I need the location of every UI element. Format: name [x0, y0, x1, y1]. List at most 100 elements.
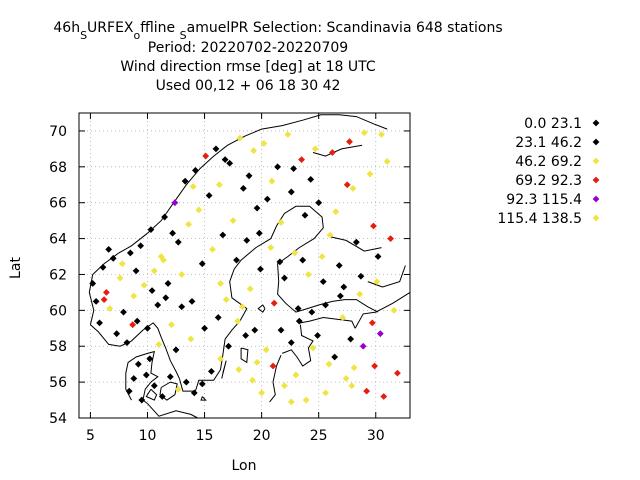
station-point: [347, 335, 355, 343]
y-axis-ticks: 54 56 58 60 62 64 66 68 70: [49, 124, 410, 427]
coastline: [367, 265, 406, 288]
station-point: [168, 321, 175, 329]
coastline: [200, 396, 207, 401]
coastline: [272, 355, 282, 383]
station-point: [229, 217, 237, 225]
coastline: [240, 347, 249, 364]
station-point: [360, 129, 368, 137]
plot-frame: [78, 112, 411, 419]
station-point: [342, 375, 350, 382]
station-point: [155, 341, 163, 348]
title-line-period: Period: 20220702-20220709: [148, 40, 348, 56]
chart-title: 46hSURFEXoffline SamuelPR Selection: Sca…: [53, 20, 502, 94]
station-point: [148, 287, 156, 295]
station-point: [390, 306, 398, 314]
station-point: [174, 238, 182, 246]
station-point: [169, 229, 176, 237]
station-point: [250, 147, 258, 155]
station-point: [235, 366, 243, 373]
title-subscript: S: [180, 29, 187, 42]
station-point: [267, 244, 275, 251]
legend-marker: [592, 195, 600, 203]
x-tick-label: 20: [253, 428, 271, 444]
coastline: [221, 360, 227, 379]
station-point: [315, 199, 323, 207]
x-tick-label: 5: [86, 428, 95, 444]
station-point: [370, 222, 377, 230]
station-point: [202, 152, 210, 160]
title-run: 46h: [53, 20, 80, 36]
station-point: [328, 149, 336, 156]
station-point: [290, 165, 297, 173]
station-point: [137, 242, 145, 250]
station-point: [336, 292, 344, 300]
station-point: [106, 305, 114, 312]
y-axis-label: Lat: [8, 257, 24, 279]
station-point: [178, 271, 186, 278]
station-point: [262, 346, 270, 354]
station-point: [238, 303, 246, 311]
legend-marker: [592, 119, 600, 127]
station-point: [181, 177, 189, 185]
station-point: [258, 389, 266, 397]
legend-label: 0.0 23.1: [524, 116, 582, 132]
station-point: [147, 226, 155, 234]
station-point: [160, 256, 167, 264]
coastline: [282, 324, 314, 367]
station-point: [198, 380, 206, 388]
station-point: [295, 317, 303, 325]
station-point: [123, 339, 131, 347]
station-point: [118, 260, 126, 268]
station-point: [281, 382, 288, 390]
station-point: [281, 274, 288, 282]
station-point: [307, 175, 315, 183]
station-point: [208, 367, 215, 375]
station-point: [178, 303, 186, 311]
station-point: [326, 231, 334, 239]
coastline-map: [88, 114, 411, 419]
station-point: [331, 353, 339, 361]
station-point: [209, 245, 216, 253]
station-point: [189, 183, 197, 190]
station-point: [134, 360, 142, 368]
station-point: [287, 339, 295, 347]
coastline: [257, 304, 266, 313]
station-point: [357, 272, 365, 280]
station-point: [162, 294, 170, 302]
station-point: [343, 181, 351, 189]
station-point: [212, 145, 220, 153]
station-point: [359, 342, 367, 350]
legend-label: 69.2 92.3: [515, 173, 582, 189]
station-point: [217, 355, 224, 363]
x-tick-label: 30: [367, 428, 385, 444]
station-point: [309, 344, 317, 352]
legend-label: 23.1 46.2: [515, 135, 582, 151]
plot-area: [79, 113, 410, 418]
station-point: [394, 369, 401, 377]
station-point: [270, 299, 278, 307]
station-point: [174, 385, 182, 393]
y-tick-label: 68: [49, 160, 67, 176]
station-point: [368, 319, 376, 327]
coastline: [159, 381, 178, 401]
station-point: [274, 163, 281, 171]
station-point: [140, 281, 148, 289]
station-point: [325, 360, 333, 368]
station-point: [233, 256, 240, 264]
station-point: [219, 231, 227, 239]
station-point: [116, 274, 124, 282]
station-point: [348, 382, 356, 390]
coastline: [125, 350, 159, 404]
station-point: [292, 371, 300, 379]
station-point: [314, 332, 321, 339]
station-point: [226, 159, 234, 167]
title-subscript: o: [134, 29, 141, 42]
station-point: [214, 314, 222, 321]
legend-marker: [592, 176, 600, 184]
station-point: [105, 245, 113, 253]
x-tick-label: 15: [196, 428, 214, 444]
title-line-variable: Wind direction rmse [deg] at 18 UTC: [120, 59, 375, 75]
station-point: [380, 393, 388, 400]
station-point: [263, 195, 271, 203]
legend-marker: [592, 214, 600, 222]
